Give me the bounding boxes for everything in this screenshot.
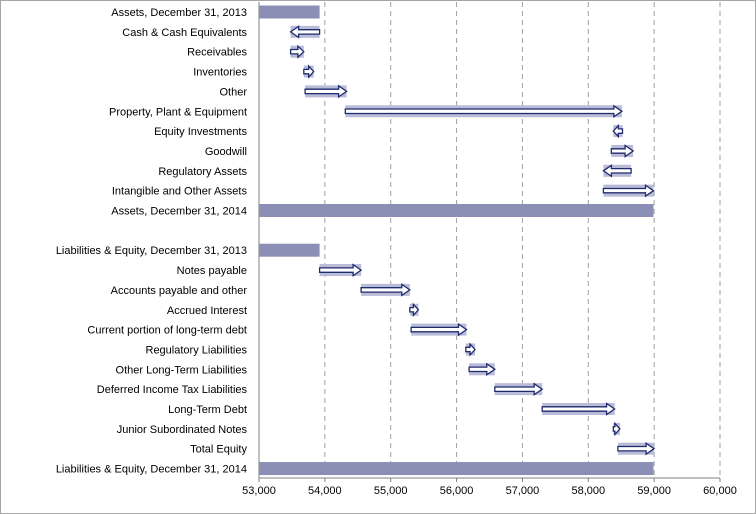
x-tick-label: 55,000 [374, 485, 408, 497]
category-label: Accrued Interest [167, 305, 247, 317]
bars [259, 5, 656, 476]
category-label: Liabilities & Equity, December 31, 2014 [56, 464, 247, 476]
x-tick-label: 57,000 [506, 485, 540, 497]
category-label: Accounts payable and other [111, 285, 248, 297]
category-label: Intangible and Other Assets [112, 186, 248, 198]
increase-arrow [617, 441, 656, 456]
increase-arrow [344, 104, 624, 119]
total-bar [259, 462, 654, 476]
category-label: Regulatory Assets [158, 166, 247, 178]
increase-arrow [409, 302, 420, 317]
category-label: Notes payable [177, 265, 247, 277]
category-label: Cash & Cash Equivalents [122, 27, 247, 39]
category-label: Assets, December 31, 2014 [111, 206, 247, 218]
category-label: Long-Term Debt [168, 404, 247, 416]
category-label: Current portion of long-term debt [87, 325, 247, 337]
increase-arrow [610, 144, 635, 158]
category-label: Goodwill [205, 146, 247, 158]
increase-arrow [360, 283, 411, 297]
increase-arrow [465, 342, 476, 357]
category-label: Other Long-Term Liabilities [116, 364, 248, 376]
category-label: Equity Investments [154, 126, 247, 138]
category-label: Inventories [193, 67, 247, 79]
increase-arrow [318, 263, 363, 277]
increase-arrow [494, 382, 544, 396]
x-tick-label: 53,000 [242, 485, 276, 497]
category-label: Receivables [187, 47, 247, 59]
grid-lines [324, 2, 721, 478]
increase-arrow [612, 421, 621, 437]
decrease-arrow [602, 164, 632, 178]
category-label: Liabilities & Equity, December 31, 2013 [56, 245, 247, 257]
category-labels: Assets, December 31, 2013 Cash & Cash Equ… [56, 7, 248, 476]
category-label: Total Equity [190, 444, 247, 456]
increase-arrow [468, 362, 496, 377]
category-label: Property, Plant & Equipment [109, 106, 247, 118]
total-bar [259, 243, 320, 257]
category-label: Deferred Income Tax Liabilities [97, 384, 248, 396]
total-bar [259, 204, 654, 217]
category-label: Regulatory Liabilities [146, 344, 248, 356]
increase-arrow [602, 183, 655, 198]
x-tick-label: 60,000 [703, 485, 737, 497]
increase-arrow [304, 84, 348, 99]
increase-arrow [303, 64, 315, 79]
x-tick-label: 59,000 [637, 485, 671, 497]
total-bar [259, 5, 320, 19]
increase-arrow [289, 44, 305, 59]
increase-arrow [410, 322, 468, 337]
category-label: Junior Subordinated Notes [117, 424, 248, 436]
x-axis: 53,000 54,000 55,000 56,000 57,000 58,000 59,0… [242, 2, 737, 497]
decrease-arrow [612, 123, 624, 139]
x-tick-label: 54,000 [308, 485, 342, 497]
increase-arrow [541, 402, 616, 416]
category-label: Other [219, 86, 247, 98]
decrease-arrow [289, 25, 321, 39]
x-tick-label: 56,000 [440, 485, 474, 497]
category-label: Assets, December 31, 2013 [111, 7, 247, 19]
x-tick-label: 58,000 [571, 485, 605, 497]
